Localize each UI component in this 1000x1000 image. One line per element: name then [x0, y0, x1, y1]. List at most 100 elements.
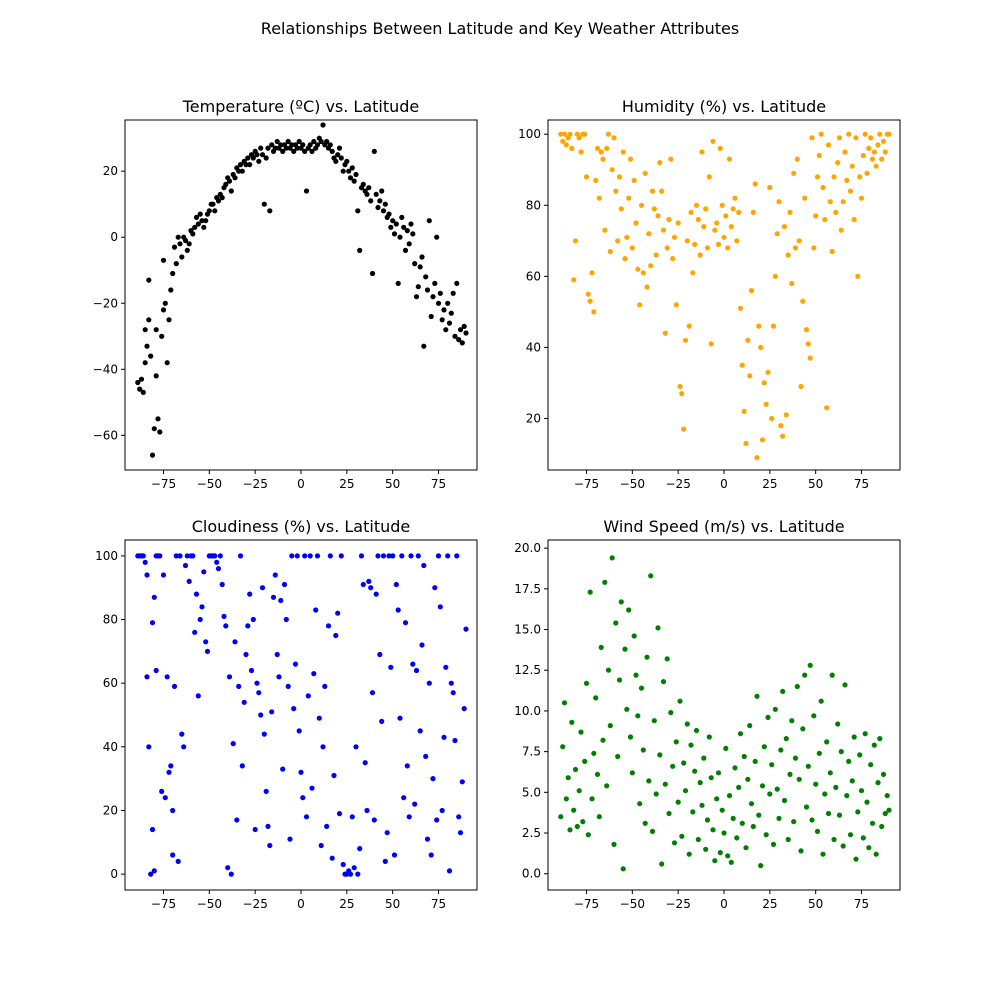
data-point [699, 802, 705, 808]
data-point [827, 199, 833, 205]
data-point [787, 209, 793, 215]
data-point [386, 211, 392, 217]
data-point [459, 340, 465, 346]
data-point [184, 553, 190, 559]
data-point [741, 753, 747, 760]
data-point [576, 788, 582, 794]
data-point [245, 623, 251, 629]
y-tick-label: 0.0 [522, 867, 541, 881]
data-point [770, 841, 777, 848]
data-point [291, 148, 297, 154]
data-point [419, 642, 425, 648]
subplot-temperature: Temperature (ºC) vs. Latitude −75 −50 −25 0… [93, 97, 478, 491]
data-point [210, 201, 216, 207]
data-point [215, 198, 222, 204]
x-tick-label: 75 [854, 477, 869, 491]
data-point [151, 594, 157, 600]
data-point [835, 721, 841, 727]
data-point [357, 846, 363, 852]
y-tick-label: 100 [95, 549, 118, 563]
data-point [626, 607, 632, 613]
data-point [241, 699, 247, 705]
data-point [162, 795, 168, 801]
data-point [620, 866, 626, 872]
data-point [443, 664, 449, 670]
data-point [452, 737, 458, 744]
data-point [858, 195, 865, 201]
data-point [649, 828, 656, 835]
data-point [204, 648, 211, 655]
data-point [186, 241, 192, 247]
data-point [351, 178, 357, 184]
data-point [871, 149, 877, 155]
data-point [616, 677, 623, 683]
data-point [439, 807, 445, 814]
data-point [404, 763, 410, 769]
y-tick-label: 20 [526, 411, 541, 425]
data-point [142, 360, 148, 366]
data-point [660, 679, 667, 685]
data-point [818, 698, 824, 704]
data-point [646, 231, 652, 237]
data-point [401, 795, 407, 801]
x-tick-label: 25 [339, 897, 354, 911]
data-point [155, 416, 161, 422]
data-point [653, 791, 659, 797]
data-point [838, 227, 844, 233]
data-point [149, 826, 156, 833]
data-point [879, 823, 885, 830]
data-point [269, 709, 275, 715]
data-point [851, 734, 857, 740]
data-point [803, 804, 810, 810]
data-point [197, 211, 203, 217]
y-tick-label: 20 [103, 803, 118, 817]
x-tick-label: 50 [385, 897, 400, 911]
data-point [769, 415, 775, 422]
data-points [135, 553, 469, 877]
data-point [774, 786, 780, 792]
data-point [435, 553, 442, 559]
data-point [415, 553, 421, 559]
data-point [794, 156, 800, 162]
x-tick-label: −50 [620, 897, 645, 911]
data-point [296, 728, 302, 734]
x-tick-label: 50 [808, 477, 823, 491]
data-point [659, 188, 665, 194]
data-point [347, 175, 354, 181]
data-point [252, 826, 258, 833]
data-point [157, 553, 163, 559]
data-point [355, 871, 361, 877]
data-point [879, 156, 885, 162]
data-point [395, 280, 401, 286]
y-tick-label: 0 [110, 867, 118, 881]
data-point [679, 391, 685, 397]
data-point [743, 440, 749, 446]
data-point [569, 145, 575, 151]
data-point [780, 688, 786, 695]
data-point [736, 784, 742, 791]
data-point [851, 216, 857, 223]
data-point [269, 142, 275, 148]
data-point [868, 762, 874, 768]
data-point [291, 706, 297, 712]
y-tick-label: −60 [93, 428, 118, 442]
data-point [717, 850, 723, 856]
data-point [388, 224, 394, 230]
data-point [415, 284, 421, 290]
data-point [329, 148, 335, 154]
data-point [593, 695, 599, 701]
data-point [638, 202, 645, 208]
data-point [767, 791, 773, 797]
data-point [181, 744, 187, 750]
data-point [162, 300, 168, 306]
data-point [774, 231, 780, 237]
data-point [153, 327, 159, 333]
subplot-title: Temperature (ºC) vs. Latitude [182, 97, 420, 116]
data-point [373, 591, 379, 597]
data-point [197, 616, 203, 623]
data-point [732, 765, 738, 771]
data-point [393, 221, 399, 227]
data-point [324, 138, 330, 145]
data-point [320, 744, 326, 750]
data-point [846, 131, 852, 137]
